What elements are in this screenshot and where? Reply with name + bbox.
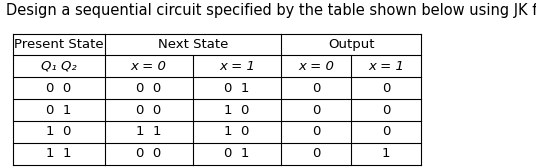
Text: Output: Output: [328, 38, 374, 51]
Text: x = 0: x = 0: [299, 60, 334, 73]
Text: 0: 0: [382, 125, 390, 138]
Text: 1  0: 1 0: [46, 125, 72, 138]
Text: 0  0: 0 0: [136, 103, 161, 117]
Text: 0  0: 0 0: [136, 147, 161, 160]
Text: Design a sequential circuit specified by the table shown below using JK flip-flo: Design a sequential circuit specified by…: [6, 3, 536, 18]
Text: x = 1: x = 1: [219, 60, 255, 73]
Text: 0  1: 0 1: [46, 103, 72, 117]
Text: 1  0: 1 0: [225, 103, 250, 117]
Text: 0  1: 0 1: [225, 82, 250, 95]
Text: x = 1: x = 1: [368, 60, 404, 73]
Text: 0: 0: [312, 82, 321, 95]
Text: 0  1: 0 1: [225, 147, 250, 160]
Text: Present State: Present State: [14, 38, 104, 51]
Text: Q₁ Q₂: Q₁ Q₂: [41, 60, 77, 73]
Text: 1  1: 1 1: [136, 125, 161, 138]
Text: 0: 0: [312, 103, 321, 117]
Text: 0: 0: [312, 147, 321, 160]
Text: 0  0: 0 0: [136, 82, 161, 95]
Text: 0  0: 0 0: [46, 82, 72, 95]
Text: 1: 1: [382, 147, 390, 160]
Text: 0: 0: [312, 125, 321, 138]
Text: 1  1: 1 1: [46, 147, 72, 160]
Text: 1  0: 1 0: [225, 125, 250, 138]
Text: 0: 0: [382, 103, 390, 117]
Text: Next State: Next State: [158, 38, 228, 51]
Text: x = 0: x = 0: [131, 60, 167, 73]
Text: 0: 0: [382, 82, 390, 95]
